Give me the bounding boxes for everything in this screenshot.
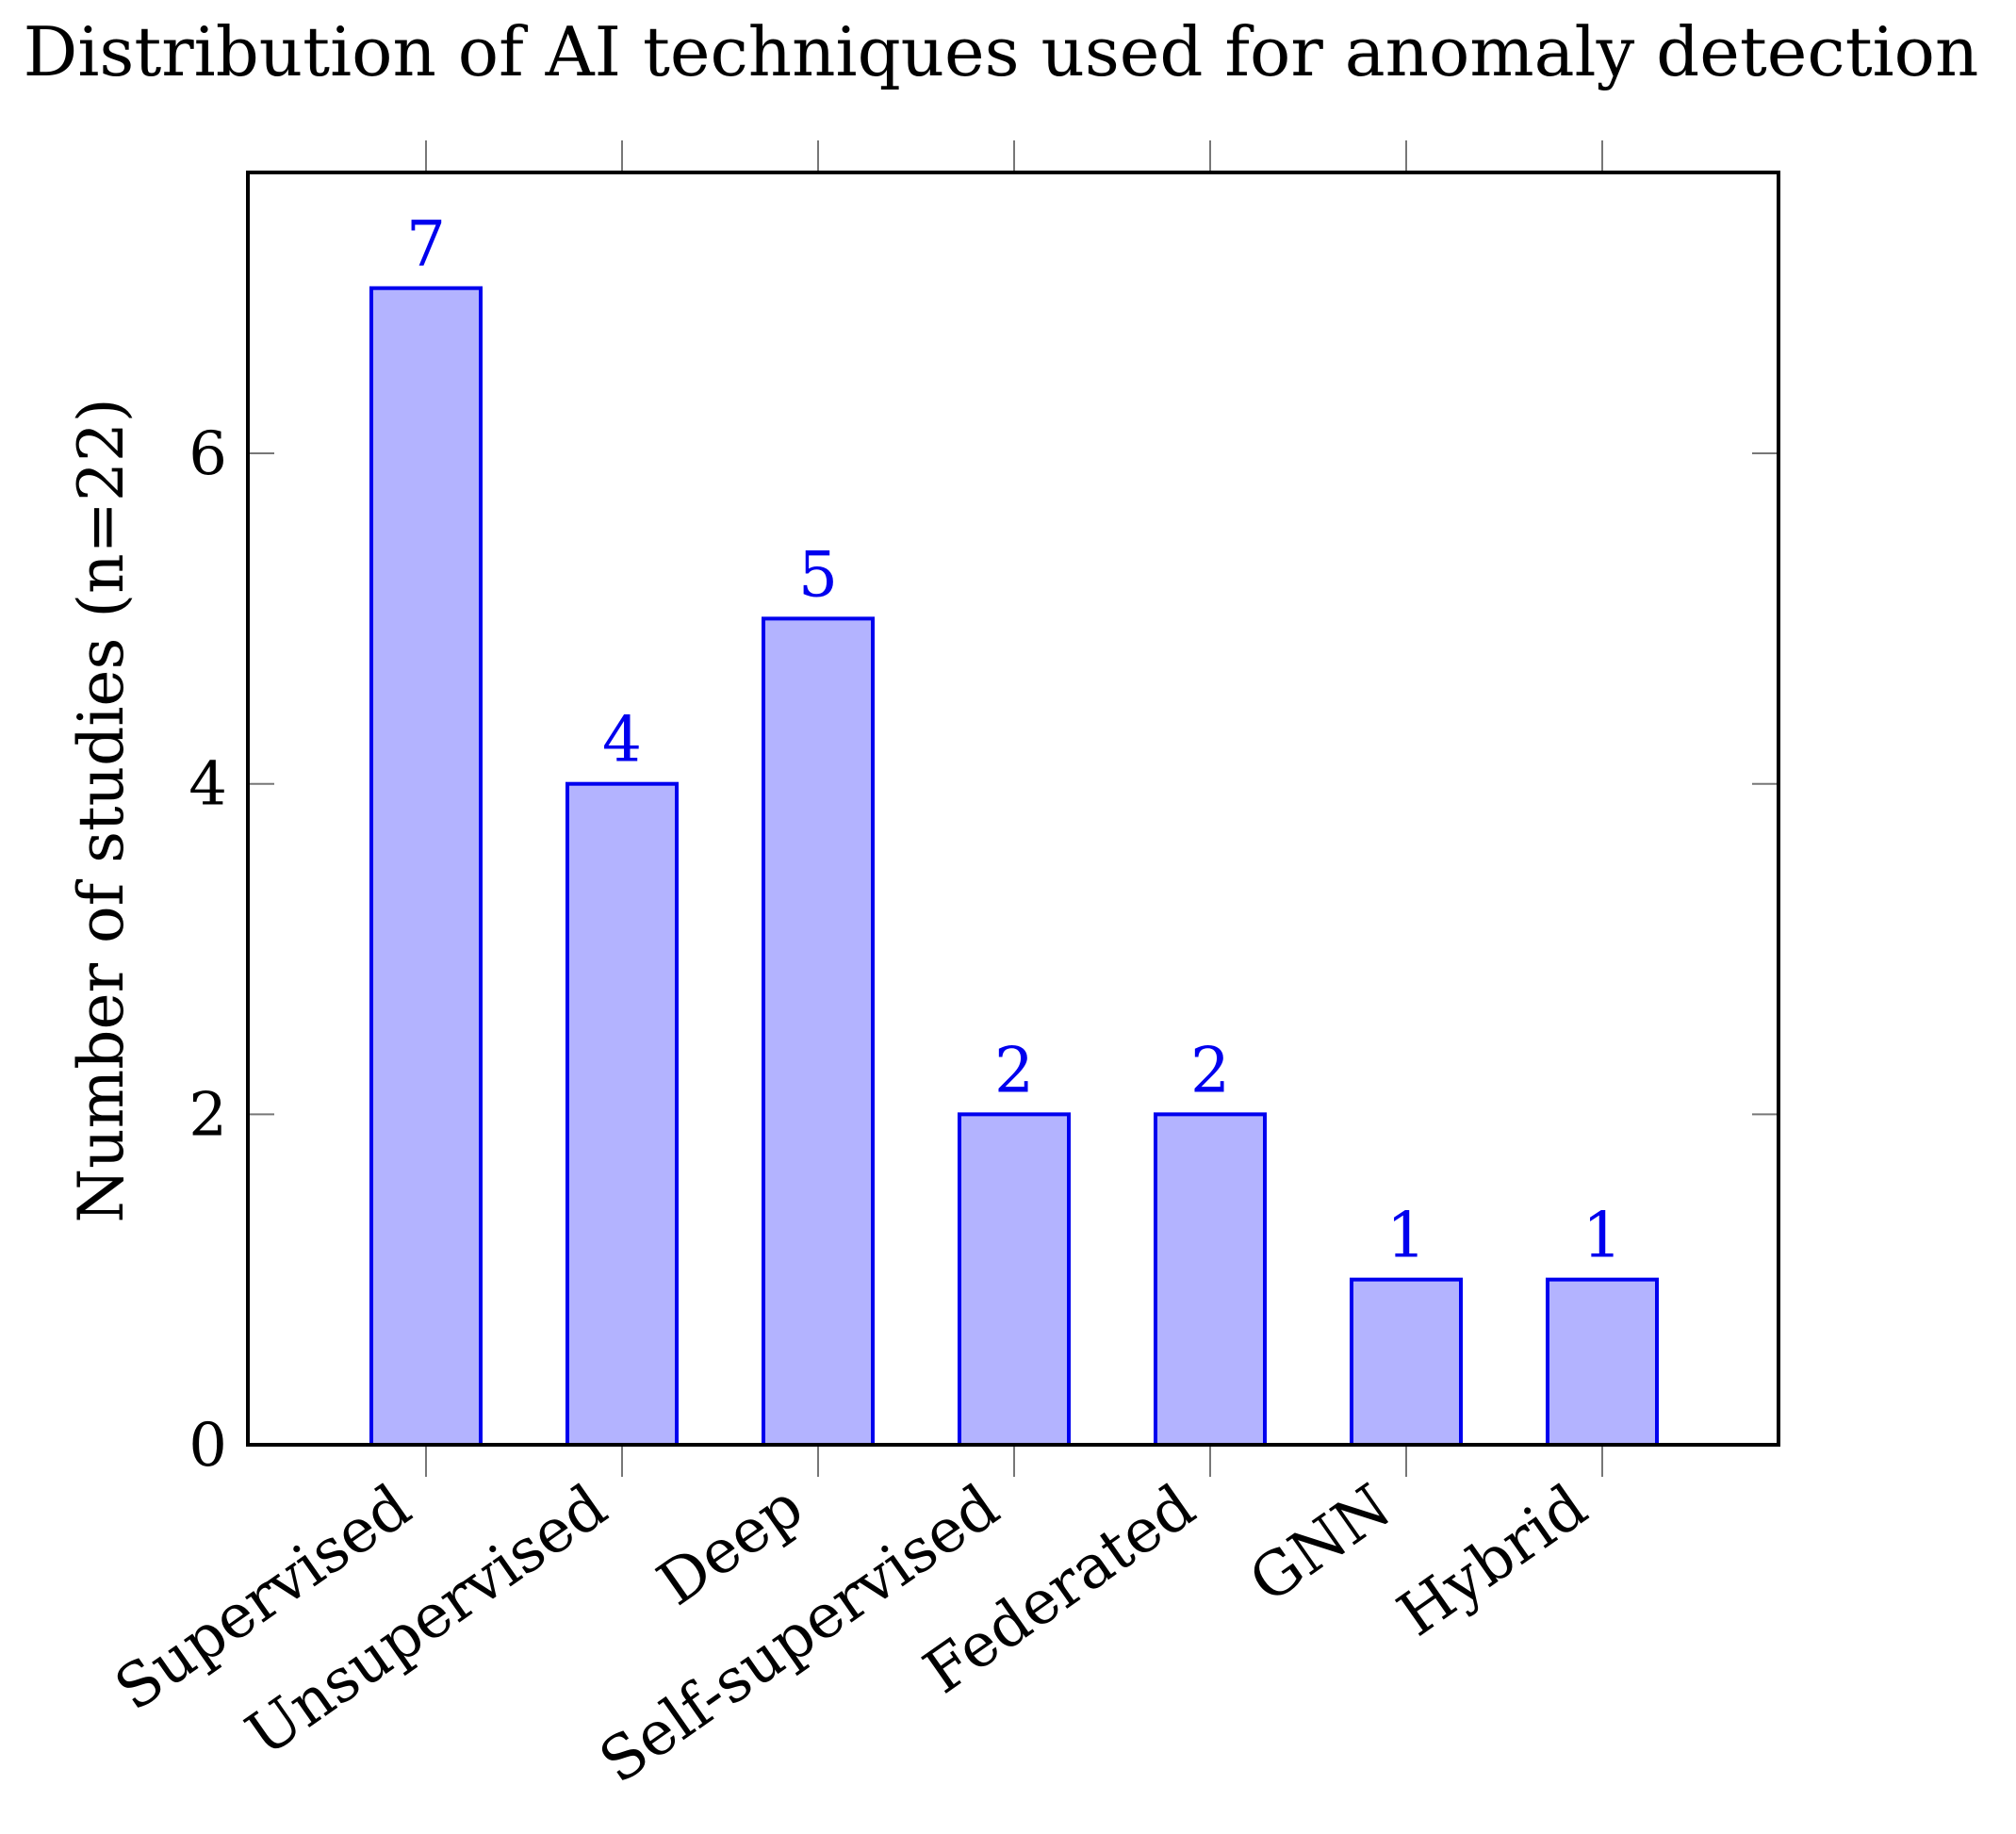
data-label-gnn: 1 [1386, 1200, 1426, 1272]
y-tick-label-6: 6 [188, 419, 227, 489]
bar-deep [762, 616, 875, 1447]
axis-ticks [248, 140, 1778, 1477]
data-label-federated: 2 [1190, 1034, 1230, 1106]
y-axis-label: Number of studies (n=22) [65, 398, 138, 1222]
x-tick-label-deep: Deep [646, 1471, 815, 1619]
y-tick-label-0: 0 [188, 1411, 227, 1481]
data-label-hybrid: 1 [1582, 1200, 1622, 1272]
x-tick-label-hybrid: Hybrid [1385, 1471, 1599, 1650]
bar-unsupervised [565, 781, 679, 1447]
data-label-self-supervised: 2 [994, 1034, 1034, 1106]
bar-supervised [369, 286, 483, 1447]
y-tick-labels: 0 2 4 6 [188, 419, 227, 1481]
bar-self-supervised [958, 1112, 1071, 1448]
data-labels: 7 4 5 2 2 1 1 [406, 208, 1622, 1272]
data-label-supervised: 7 [406, 208, 446, 281]
x-tick-label-unsupervised: Unsupervised [235, 1471, 620, 1770]
x-tick-label-gnn: GNN [1237, 1471, 1403, 1616]
bars [369, 286, 1659, 1448]
y-tick-label-4: 4 [188, 750, 227, 820]
bar-gnn [1350, 1277, 1463, 1447]
bar-federated [1154, 1112, 1267, 1448]
bar-hybrid [1546, 1277, 1659, 1447]
data-label-unsupervised: 4 [602, 704, 642, 777]
plot-frame [246, 171, 1780, 1447]
chart-title: Distribution of AI techniques used for a… [24, 12, 1979, 91]
y-tick-label-2: 2 [188, 1080, 227, 1150]
data-label-deep: 5 [798, 538, 838, 611]
